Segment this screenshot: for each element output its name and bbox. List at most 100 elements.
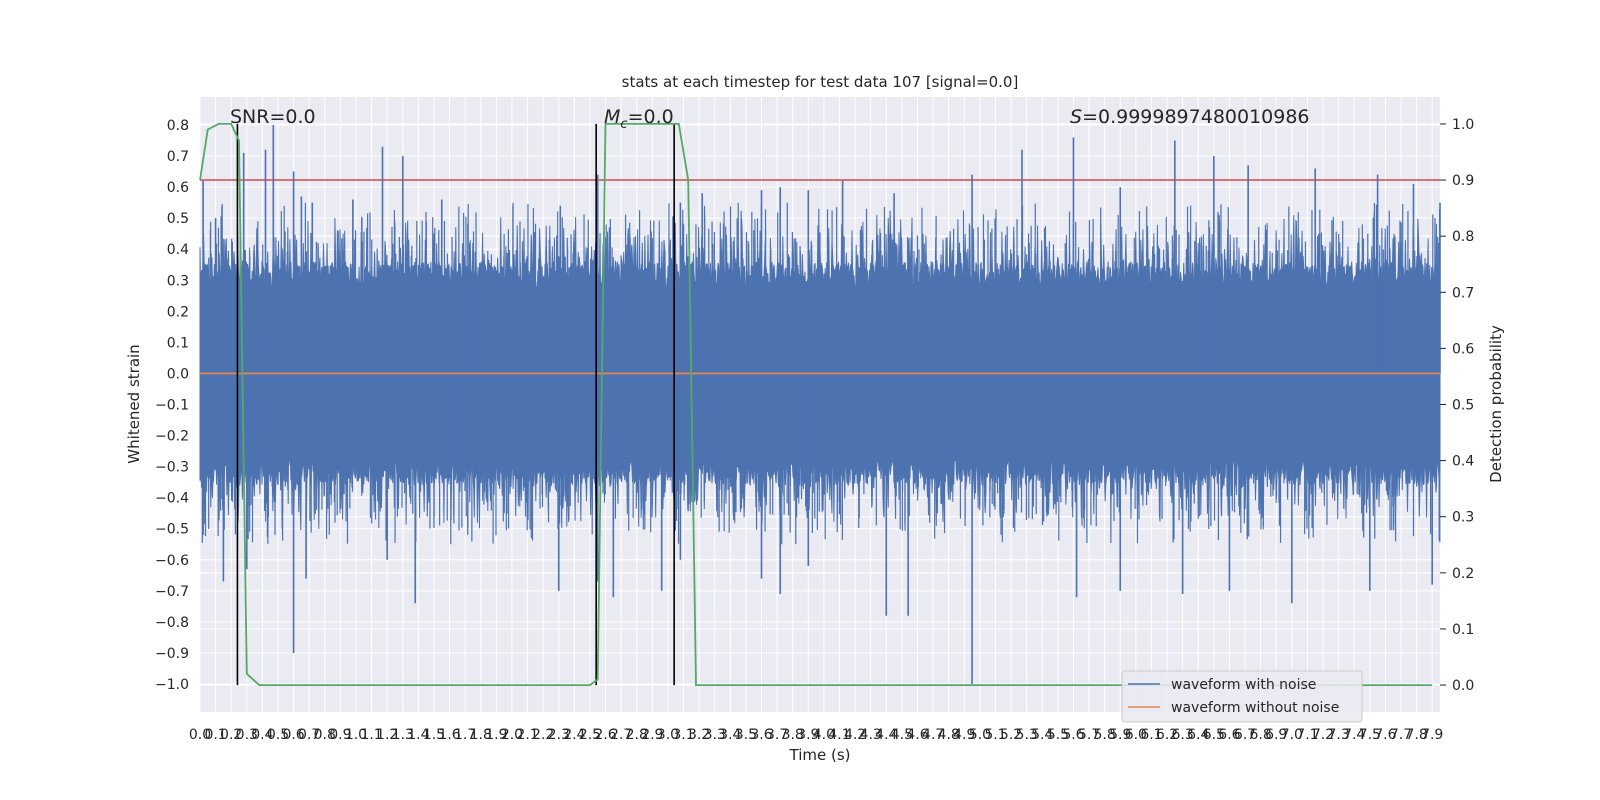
legend-box xyxy=(1121,670,1363,723)
x-tick-label: 1.6 xyxy=(438,727,460,743)
mc-subscript: c xyxy=(620,117,627,132)
y2-tick-label: 0.6 xyxy=(1452,341,1474,357)
x-tick-label: 6.5 xyxy=(1203,727,1225,743)
legend-label-clean: waveform without noise xyxy=(1171,700,1339,716)
x-tick-label: 2.9 xyxy=(641,727,663,743)
x-tick-label: 3.1 xyxy=(672,727,694,743)
y2-tick-label: 0.4 xyxy=(1452,454,1474,470)
y-tick-label: −0.5 xyxy=(155,522,189,538)
x-tick-label: 3.4 xyxy=(719,727,741,743)
x-tick-label: 2.1 xyxy=(516,727,538,743)
x-tick-label: 3.3 xyxy=(704,727,726,743)
x-tick-label: 1.4 xyxy=(407,727,429,743)
mc-symbol: M xyxy=(604,106,620,128)
y-tick-label: 0.4 xyxy=(167,242,189,258)
x-tick-label: 7.7 xyxy=(1390,727,1412,743)
x-tick-label: 6.6 xyxy=(1218,727,1240,743)
x-tick-label: 2.6 xyxy=(594,727,616,743)
x-tick-label: 3.0 xyxy=(657,727,679,743)
x-tick-label: 5.4 xyxy=(1031,727,1053,743)
x-tick-label: 0.4 xyxy=(251,727,273,743)
x-tick-label: 6.7 xyxy=(1234,727,1256,743)
y-tick-label: −0.1 xyxy=(155,398,189,414)
legend: waveform with noise waveform without noi… xyxy=(1121,670,1363,723)
y2-tick-label: 0.3 xyxy=(1452,510,1474,526)
x-tick-label: 5.6 xyxy=(1062,727,1084,743)
x-tick-label: 5.1 xyxy=(984,727,1006,743)
x-tick-label: 6.4 xyxy=(1187,727,1209,743)
x-tick-label: 2.5 xyxy=(579,727,601,743)
axis-ticks: 0.00.10.20.30.40.50.60.70.80.91.01.11.21… xyxy=(155,117,1474,743)
x-tick-label: 7.0 xyxy=(1281,727,1303,743)
y-tick-label: 0.6 xyxy=(167,180,189,196)
x-tick-label: 4.9 xyxy=(953,727,975,743)
chart-title: stats at each timestep for test data 107… xyxy=(622,73,1019,91)
x-tick-label: 4.8 xyxy=(938,727,960,743)
y-tick-label: −1.0 xyxy=(155,677,189,693)
s-value: =0.9999897480010986 xyxy=(1082,106,1309,128)
x-tick-label: 7.5 xyxy=(1359,727,1381,743)
x-tick-label: 5.8 xyxy=(1094,727,1116,743)
x-tick-label: 3.7 xyxy=(766,727,788,743)
y-tick-label: 0.3 xyxy=(167,273,189,289)
x-tick-label: 2.3 xyxy=(548,727,570,743)
x-tick-label: 1.3 xyxy=(392,727,414,743)
y2-tick-label: 0.1 xyxy=(1452,622,1474,638)
x-tick-label: 3.6 xyxy=(750,727,772,743)
x-tick-label: 0.2 xyxy=(220,727,242,743)
x-tick-label: 0.7 xyxy=(298,727,320,743)
y2-tick-label: 0.2 xyxy=(1452,566,1474,582)
x-tick-label: 1.5 xyxy=(423,727,445,743)
y2-axis-label: Detection probability xyxy=(1487,325,1505,483)
x-tick-label: 4.6 xyxy=(906,727,928,743)
y-tick-label: 0.1 xyxy=(167,335,189,351)
y2-tick-label: 0.8 xyxy=(1452,229,1474,245)
x-tick-label: 0.6 xyxy=(282,727,304,743)
x-tick-label: 1.7 xyxy=(454,727,476,743)
y-axis-label: Whitened strain xyxy=(125,344,143,463)
snr-annotation: SNR=0.0 xyxy=(230,106,316,128)
x-tick-label: 3.2 xyxy=(688,727,710,743)
y2-tick-label: 1.0 xyxy=(1452,117,1474,133)
x-tick-label: 0.5 xyxy=(267,727,289,743)
x-tick-label: 6.9 xyxy=(1265,727,1287,743)
x-tick-label: 7.1 xyxy=(1296,727,1318,743)
x-tick-label: 0.3 xyxy=(236,727,258,743)
x-tick-label: 3.5 xyxy=(735,727,757,743)
x-tick-label: 5.5 xyxy=(1047,727,1069,743)
x-tick-label: 7.8 xyxy=(1405,727,1427,743)
x-tick-label: 2.2 xyxy=(532,727,554,743)
x-tick-label: 1.2 xyxy=(376,727,398,743)
x-tick-label: 0.9 xyxy=(329,727,351,743)
x-tick-label: 5.0 xyxy=(969,727,991,743)
mc-value: =0.0 xyxy=(628,106,674,128)
x-tick-label: 7.6 xyxy=(1374,727,1396,743)
y2-tick-label: 0.0 xyxy=(1452,678,1474,694)
x-tick-label: 7.4 xyxy=(1343,727,1365,743)
y-tick-label: −0.8 xyxy=(155,615,189,631)
x-tick-label: 5.3 xyxy=(1016,727,1038,743)
x-tick-label: 2.8 xyxy=(626,727,648,743)
x-tick-label: 2.7 xyxy=(610,727,632,743)
x-tick-label: 0.1 xyxy=(204,727,226,743)
x-tick-label: 1.0 xyxy=(345,727,367,743)
x-tick-label: 6.8 xyxy=(1249,727,1271,743)
x-tick-label: 7.9 xyxy=(1421,727,1443,743)
x-tick-label: 3.8 xyxy=(782,727,804,743)
y-tick-label: −0.3 xyxy=(155,460,189,476)
x-tick-label: 5.9 xyxy=(1109,727,1131,743)
x-tick-label: 6.0 xyxy=(1125,727,1147,743)
y-tick-label: 0.7 xyxy=(167,149,189,165)
x-tick-label: 4.7 xyxy=(922,727,944,743)
y-tick-label: −0.2 xyxy=(155,429,189,445)
x-tick-label: 4.1 xyxy=(828,727,850,743)
x-tick-label: 5.2 xyxy=(1000,727,1022,743)
x-tick-label: 6.2 xyxy=(1156,727,1178,743)
x-tick-label: 4.2 xyxy=(844,727,866,743)
x-tick-label: 4.3 xyxy=(860,727,882,743)
y2-tick-label: 0.9 xyxy=(1452,173,1474,189)
x-tick-label: 3.9 xyxy=(797,727,819,743)
y-tick-label: 0.2 xyxy=(167,304,189,320)
series-detection-probability xyxy=(199,123,1433,686)
